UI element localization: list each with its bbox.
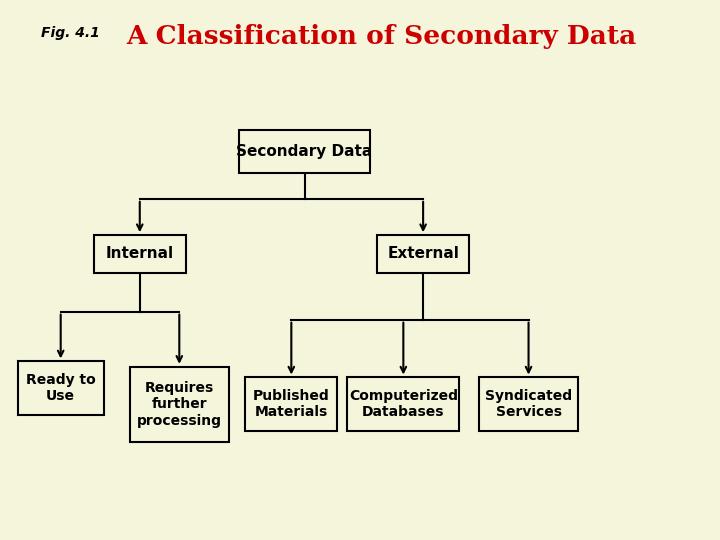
Text: Syndicated
Services: Syndicated Services	[485, 389, 572, 420]
FancyBboxPatch shape	[377, 235, 469, 273]
Text: Ready to
Use: Ready to Use	[26, 373, 96, 403]
Text: Requires
further
processing: Requires further processing	[137, 381, 222, 428]
FancyBboxPatch shape	[130, 367, 229, 442]
Text: Internal: Internal	[106, 246, 174, 261]
FancyBboxPatch shape	[18, 361, 104, 415]
Text: Computerized
Databases: Computerized Databases	[349, 389, 458, 420]
FancyBboxPatch shape	[238, 130, 370, 173]
Text: Published
Materials: Published Materials	[253, 389, 330, 420]
FancyBboxPatch shape	[347, 377, 459, 431]
Text: External: External	[387, 246, 459, 261]
Text: Secondary Data: Secondary Data	[236, 144, 373, 159]
Text: A Classification of Secondary Data: A Classification of Secondary Data	[127, 24, 636, 49]
FancyBboxPatch shape	[479, 377, 578, 431]
FancyBboxPatch shape	[94, 235, 186, 273]
FancyBboxPatch shape	[246, 377, 338, 431]
Text: Fig. 4.1: Fig. 4.1	[41, 25, 99, 39]
